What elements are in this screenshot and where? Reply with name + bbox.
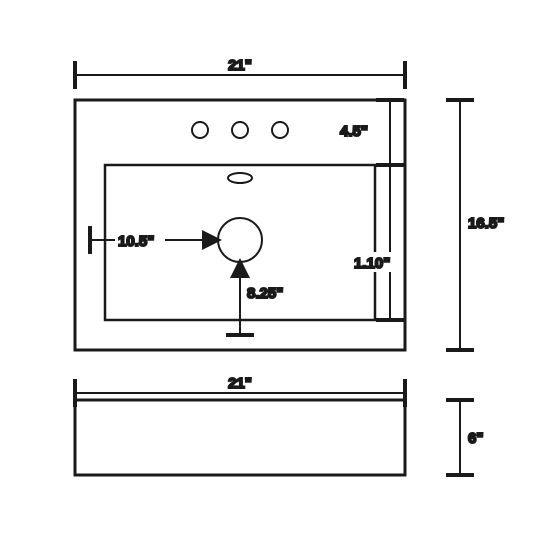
dim-drain-y-label: 8.25"	[247, 285, 283, 302]
side-view	[75, 400, 405, 475]
dim-drain-x-label: 10.5"	[118, 233, 154, 250]
dim-basin-depth-label: 1.10"	[354, 255, 390, 272]
sink-side-rect	[75, 400, 405, 475]
faucet-hole-right	[272, 122, 288, 138]
dim-side-height-label: 6"	[468, 430, 483, 447]
dim-faucet-depth-label: 4.5"	[340, 123, 368, 140]
overflow-slot	[228, 173, 252, 183]
faucet-hole-left	[192, 122, 208, 138]
drain-circle	[218, 218, 262, 262]
dim-bottom-width-label: 21"	[228, 375, 252, 392]
faucet-hole-center	[232, 122, 248, 138]
dimension-lines: 21" 16.5" 4.5" 1.10" 10.5" 8.25" 21" 6"	[75, 57, 504, 475]
dim-main-height-label: 16.5"	[468, 215, 504, 232]
dim-top-width-label: 21"	[228, 57, 252, 74]
